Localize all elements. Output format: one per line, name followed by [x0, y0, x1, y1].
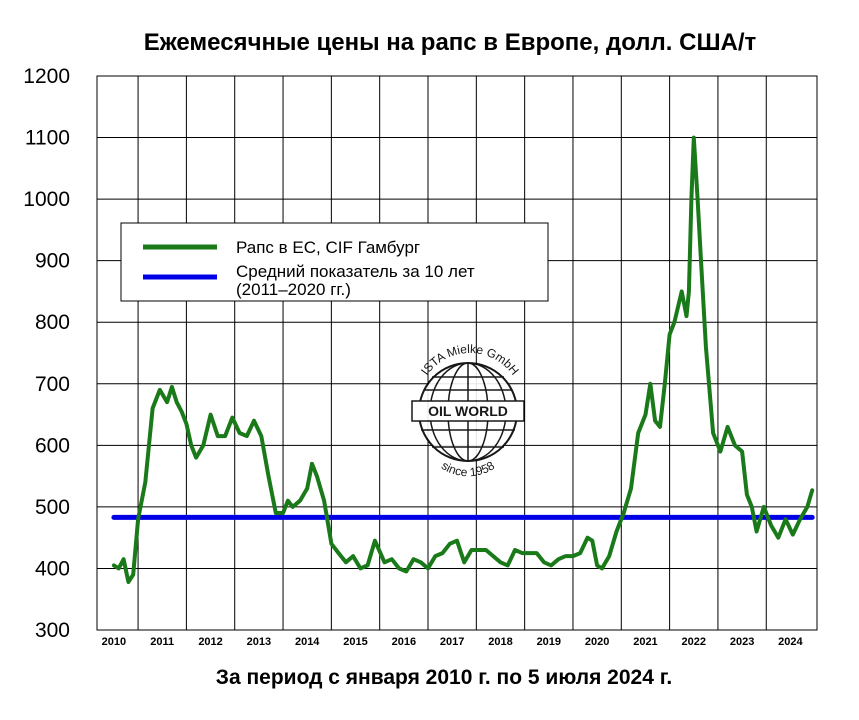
x-tick-label: 2010	[102, 636, 126, 648]
x-tick-label: 2016	[392, 636, 416, 648]
legend-box	[120, 222, 549, 302]
logo-brand: OIL WORLD	[428, 403, 508, 419]
y-tick-label: 800	[35, 311, 70, 334]
chart-subtitle: За период с января 2010 г. по 5 июля 202…	[216, 666, 672, 689]
x-tick-label: 2020	[585, 636, 609, 648]
x-axis-ticks: 2010 2011 2012 2013 2014 2015 2016 2017 2018 2019…	[102, 636, 804, 648]
x-tick-label: 2019	[537, 636, 561, 648]
series-line-rapeseed	[111, 135, 815, 584]
x-tick-label: 2017	[440, 636, 464, 648]
x-tick-label: 2011	[150, 636, 174, 648]
plot-frame	[96, 75, 818, 631]
x-tick-label: 2023	[730, 636, 754, 648]
x-tick-label: 2012	[198, 636, 222, 648]
y-tick-label: 1200	[23, 65, 70, 88]
x-tick-label: 2014	[295, 636, 320, 648]
x-tick-label: 2021	[633, 636, 657, 648]
legend-label-average: Средний показатель за 10 лет	[236, 262, 475, 281]
y-tick-label: 500	[35, 496, 70, 519]
x-tick-label: 2018	[488, 636, 512, 648]
y-axis-ticks: 300 400 500 600 700 800 900 1000 1100 1200	[23, 65, 70, 642]
y-tick-label: 1000	[23, 188, 70, 211]
x-tick-label: 2013	[247, 636, 271, 648]
y-tick-label: 300	[35, 619, 70, 642]
x-tick-label: 2024	[778, 636, 803, 648]
y-tick-label: 600	[35, 434, 70, 457]
chart-title: Ежемесячные цены на рапс в Европе, долл.…	[144, 29, 757, 56]
y-tick-label: 700	[35, 373, 70, 396]
legend-label-average-period: (2011–2020 гг.)	[236, 280, 351, 299]
x-tick-label: 2022	[682, 636, 706, 648]
oil-world-logo: OIL WORLD ISTA Mielke GmbH since 1958	[411, 342, 525, 479]
legend-label-rapeseed: Рапс в ЕС, CIF Гамбург	[236, 238, 420, 257]
series-layer	[111, 135, 815, 584]
logo-arc-bottom: since 1958	[439, 458, 497, 479]
y-tick-label: 400	[35, 557, 70, 580]
y-tick-label: 1100	[25, 127, 70, 150]
y-tick-label: 900	[35, 250, 70, 273]
x-tick-label: 2015	[343, 636, 367, 648]
grid	[97, 75, 817, 631]
legend: Рапс в ЕС, CIF Гамбург Средний показател…	[120, 222, 549, 302]
